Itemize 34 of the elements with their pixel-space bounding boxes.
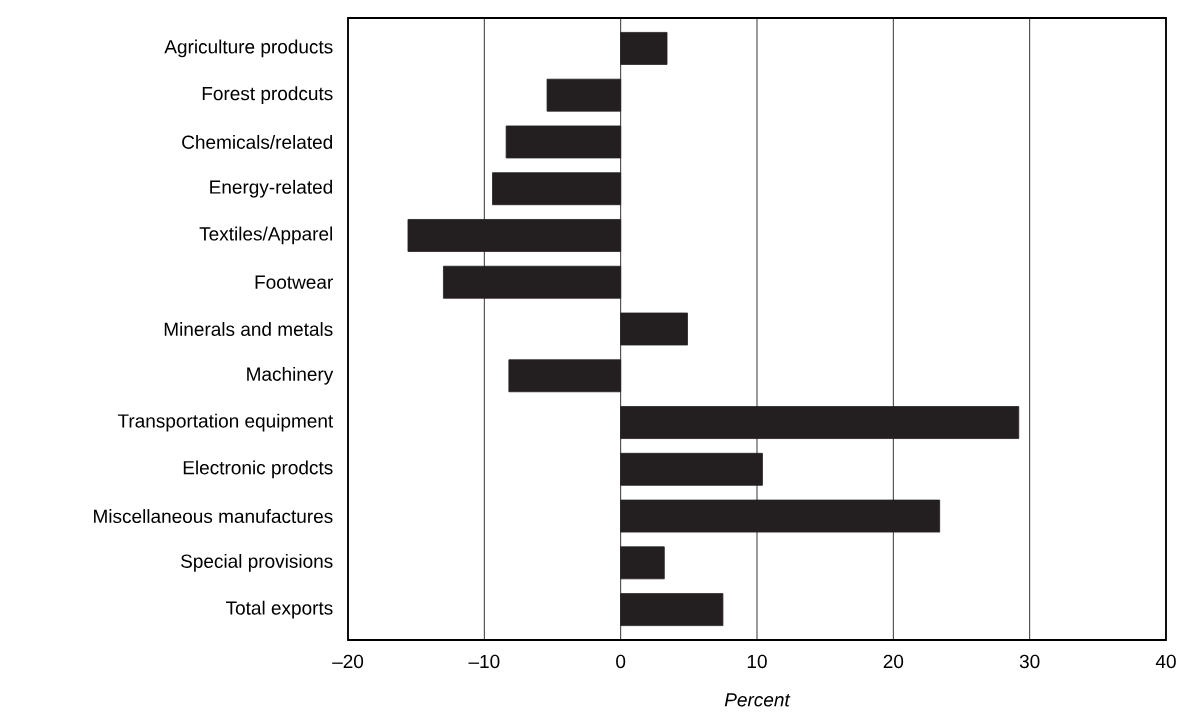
y-tick-label: Special provisions [181, 553, 333, 572]
x-tick-label: 10 [747, 654, 767, 669]
y-tick-label: Footwear [255, 275, 333, 289]
y-tick-label: Minerals and metals [164, 322, 333, 336]
y-tick-label: Forest prodcuts [202, 86, 333, 105]
x-tick-label: –20 [332, 654, 364, 669]
y-tick-label: Total exports [225, 600, 333, 619]
y-tick-label: Chemicals/related [182, 134, 333, 149]
y-tick-label: Transportation equipment [117, 413, 334, 432]
y-tick-label: Agriculture products [164, 39, 333, 58]
bar [492, 172, 622, 206]
x-tick-label: 0 [616, 654, 626, 669]
bar [620, 406, 1020, 439]
x-tick-label: 20 [883, 654, 904, 669]
bar [620, 312, 688, 346]
bar [546, 78, 622, 112]
x-tick-label: 30 [1019, 654, 1040, 669]
bar [443, 265, 622, 299]
bar [620, 32, 668, 65]
x-tick-label: 40 [1155, 654, 1176, 669]
y-tick-label: Miscellaneous manufactures [94, 509, 333, 524]
y-tick-label: Energy-related [210, 179, 333, 198]
bar [620, 452, 763, 486]
bar [407, 219, 622, 252]
y-tick-label: Electronic prodcts [183, 460, 333, 479]
bar [508, 359, 622, 393]
bar [620, 593, 724, 627]
x-axis-title: Percent [724, 693, 791, 707]
y-tick-label: Textiles/Apparel [199, 226, 332, 245]
bar [620, 499, 941, 533]
x-tick-label: –10 [468, 654, 500, 669]
bar [620, 546, 665, 580]
bar [505, 125, 622, 159]
y-tick-label: Machinery [247, 366, 334, 385]
